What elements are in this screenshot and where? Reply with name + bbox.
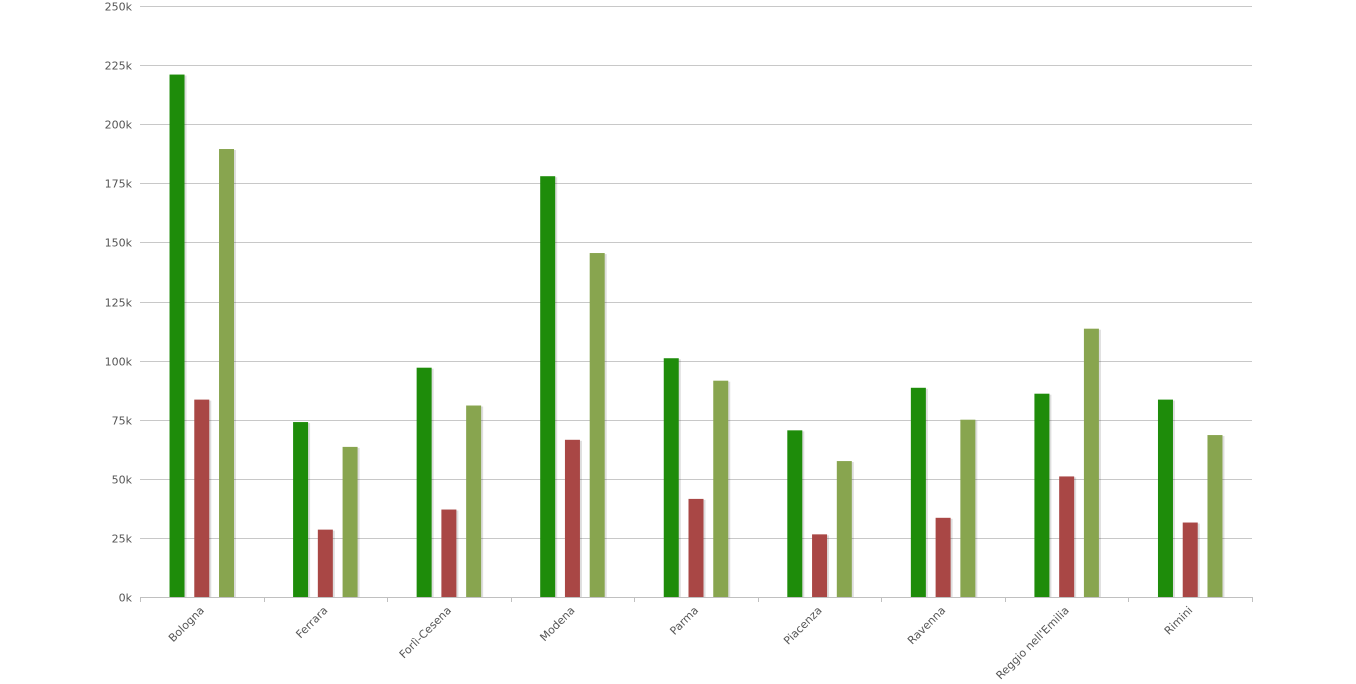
y-tick-label: 150k [105,237,133,250]
x-axis [140,597,1253,602]
bars [169,74,1225,597]
bar[interactable] [1034,393,1050,597]
bar[interactable] [466,405,482,597]
bar[interactable] [910,387,926,597]
bar[interactable] [836,461,852,597]
x-tick-label: Rimini [1162,604,1196,638]
x-tick-label: Ravenna [905,604,948,647]
x-tick-label: Bologna [166,604,207,645]
x-tick-label: Forlì-Cesena [397,604,454,661]
bar[interactable] [1207,435,1223,597]
bar[interactable] [589,253,605,597]
bar[interactable] [787,430,803,597]
bar[interactable] [1083,328,1099,597]
x-tick-label: Parma [667,604,701,638]
bar[interactable] [441,509,457,597]
bar[interactable] [1059,476,1075,597]
bar[interactable] [1157,399,1173,597]
y-tick-label: 25k [112,533,133,546]
bar[interactable] [663,358,679,597]
y-tick-label: 175k [105,178,133,191]
bar[interactable] [564,439,580,597]
x-tick-label: Reggio nell'Emilia [994,604,1072,682]
bar[interactable] [960,419,976,597]
bar[interactable] [1182,522,1198,597]
bar[interactable] [317,529,333,597]
y-tick-label: 50k [112,474,133,487]
x-axis-tick-labels: Bologna Ferrara Forlì-Cesena Modena Parma Pia… [166,604,1195,682]
bar[interactable] [219,149,235,597]
bar[interactable] [812,534,828,597]
y-tick-label: 250k [105,1,133,14]
y-tick-label: 225k [105,60,133,73]
bar[interactable] [342,446,358,597]
y-tick-label: 200k [105,119,133,132]
bar[interactable] [713,380,729,597]
y-tick-label: 100k [105,356,133,369]
x-tick-label: Piacenza [781,604,824,647]
x-tick-label: Modena [537,604,577,644]
bar[interactable] [293,422,309,597]
x-tick-label: Ferrara [293,604,330,641]
y-tick-label: 125k [105,297,133,310]
y-axis-tick-labels: 0k 25k 50k 75k 100k 125k 150k 175k 200k 225k 250k [105,1,133,605]
bar[interactable] [540,176,556,597]
bar[interactable] [169,74,185,597]
bar[interactable] [935,517,951,597]
bar[interactable] [416,367,432,597]
bar[interactable] [194,399,210,597]
bar[interactable] [688,498,704,597]
y-tick-label: 75k [112,415,133,428]
y-tick-label: 0k [119,592,133,605]
